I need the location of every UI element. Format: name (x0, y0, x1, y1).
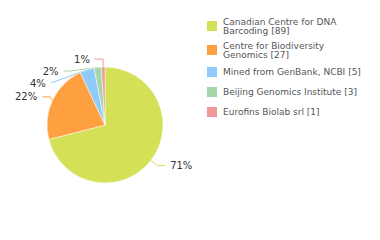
svg-text:2%: 2% (43, 66, 59, 77)
svg-text:71%: 71% (170, 160, 192, 171)
svg-text:Beijing Genomics Institute [3]: Beijing Genomics Institute [3] (223, 87, 357, 97)
svg-text:22%: 22% (15, 91, 37, 102)
svg-text:Mined from GenBank, NCBI [5]: Mined from GenBank, NCBI [5] (223, 67, 361, 77)
svg-text:Eurofins Biolab srl [1]: Eurofins Biolab srl [1] (223, 107, 320, 117)
svg-text:1%: 1% (74, 54, 90, 65)
svg-text:4%: 4% (30, 78, 46, 89)
svg-text:Barcoding [89]: Barcoding [89] (223, 26, 290, 36)
svg-text:Genomics [27]: Genomics [27] (223, 50, 289, 60)
svg-text:Canadian Centre for DNA: Canadian Centre for DNA (223, 16, 337, 27)
svg-text:Centre for Biodiversity: Centre for Biodiversity (223, 40, 325, 51)
